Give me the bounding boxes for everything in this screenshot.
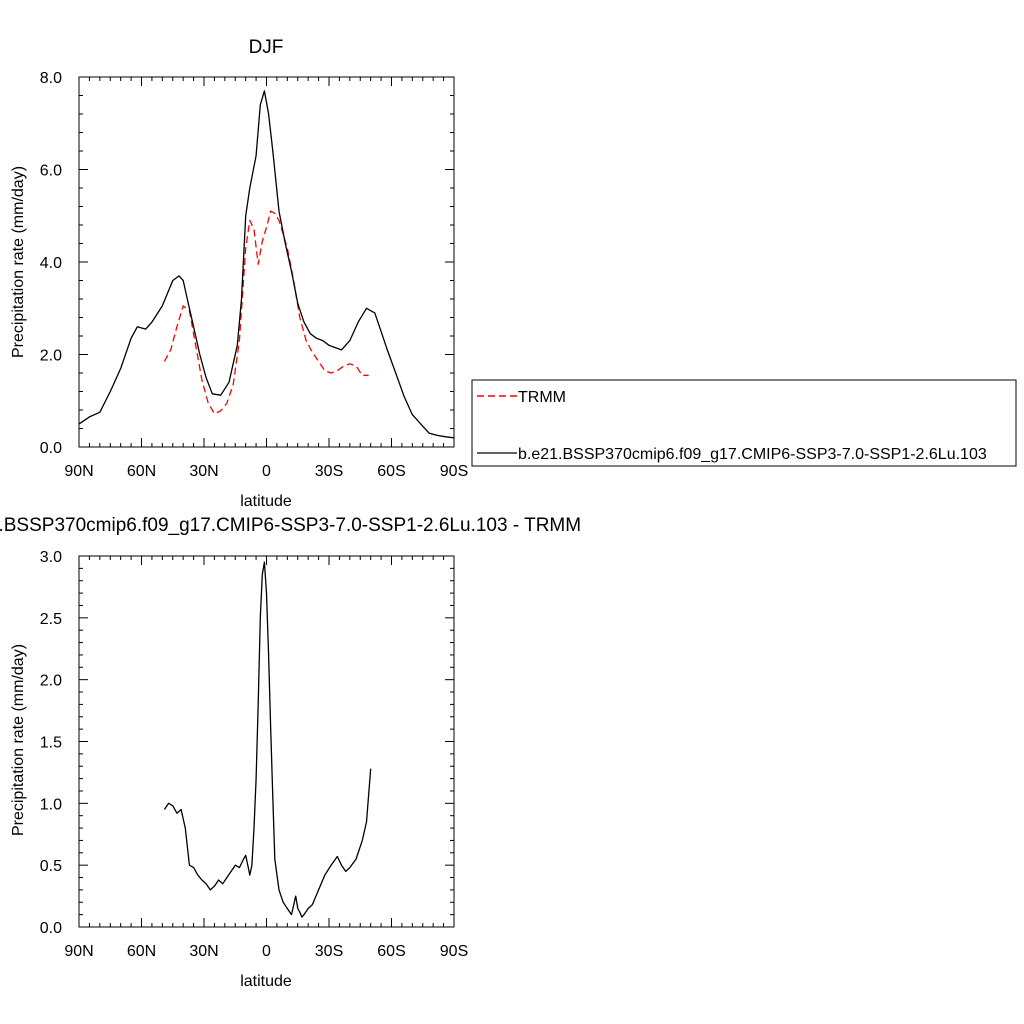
panel-top-plot-area: 90N 60N 30N 0 30S 60S 90S 0.0 2.0 4.0 6.0 8.0 <box>40 70 468 480</box>
panel-bottom-x-tick-label: 30N <box>189 943 218 960</box>
panel-bottom-x-axis-label: latitude <box>240 973 292 990</box>
panel-bottom-x-tick-label: 0 <box>262 943 271 960</box>
panel-bottom-plot-area: 90N 60N 30N 0 30S 60S 90S 0.0 0.5 1.0 1.5 2.0 2.5 3.0 <box>40 549 468 960</box>
panel-top-x-tick-label: 90S <box>440 463 468 480</box>
panel-bottom-y-tick-label: 2.5 <box>40 611 62 628</box>
panel-top-y-axis-label: Precipitation rate (mm/day) <box>10 166 27 358</box>
panel-top-y-tick-label: 6.0 <box>40 163 62 180</box>
panel-bottom-y-tick-label: 0.5 <box>40 858 62 875</box>
panel-bottom-title: b.e21.BSSP370cmip6.f09_g17.CMIP6-SSP3-7.… <box>0 515 581 536</box>
panel-bottom-y-axis-label: Precipitation rate (mm/day) <box>10 644 27 836</box>
panel-bottom-y-tick-label: 1.5 <box>40 735 62 752</box>
panel-bottom: b.e21.BSSP370cmip6.f09_g17.CMIP6-SSP3-7.… <box>0 515 581 990</box>
legend-label-trmm: TRMM <box>518 389 566 406</box>
panel-top: DJF 90N 60N 30N 0 30S 60S 90S 0.0 2.0 4.0 6.0 8.0 l… <box>10 37 468 510</box>
panel-bottom-y-tick-label: 1.0 <box>40 796 62 813</box>
panel-bottom-x-tick-label: 60N <box>127 943 156 960</box>
panel-top-x-tick-label: 60N <box>127 463 156 480</box>
panel-top-series-trmm-line <box>163 210 369 415</box>
panel-top-x-tick-label: 60S <box>377 463 405 480</box>
panel-bottom-x-tick-label: 30S <box>315 943 343 960</box>
panel-top-y-tick-label: 4.0 <box>40 255 62 272</box>
panel-bottom-y-tick-label: 2.0 <box>40 673 62 690</box>
panel-bottom-y-tick-label: 0.0 <box>40 920 62 937</box>
panel-top-y-tick-label: 2.0 <box>40 348 62 365</box>
panel-top-series-model-line <box>78 90 455 439</box>
panel-bottom-x-tick-label: 90N <box>64 943 93 960</box>
panel-top-y-tick-label: 0.0 <box>40 440 62 457</box>
panel-top-x-tick-label: 0 <box>262 463 271 480</box>
panel-top-frame <box>78 76 455 448</box>
legend: TRMM b.e21.BSSP370cmip6.f09_g17.CMIP6-SS… <box>471 379 1017 467</box>
panel-bottom-series-difference-line <box>163 561 372 918</box>
panel-bottom-x-tick-label: 60S <box>377 943 405 960</box>
panel-top-x-tick-label: 90N <box>64 463 93 480</box>
panel-top-y-tick-label: 8.0 <box>40 70 62 87</box>
legend-label-model: b.e21.BSSP370cmip6.f09_g17.CMIP6-SSP3-7.… <box>518 446 987 463</box>
panel-top-x-tick-label: 30S <box>315 463 343 480</box>
legend-box <box>471 379 1017 467</box>
panel-bottom-x-tick-label: 90S <box>440 943 468 960</box>
panel-bottom-y-tick-label: 3.0 <box>40 549 62 566</box>
panel-top-x-axis-label: latitude <box>240 493 292 510</box>
panel-top-x-tick-label: 30N <box>189 463 218 480</box>
panel-top-title: DJF <box>249 37 284 58</box>
